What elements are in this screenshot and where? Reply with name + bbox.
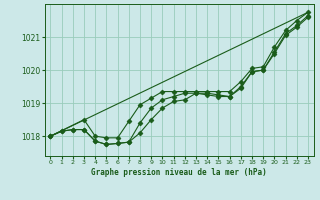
X-axis label: Graphe pression niveau de la mer (hPa): Graphe pression niveau de la mer (hPa) — [91, 168, 267, 177]
